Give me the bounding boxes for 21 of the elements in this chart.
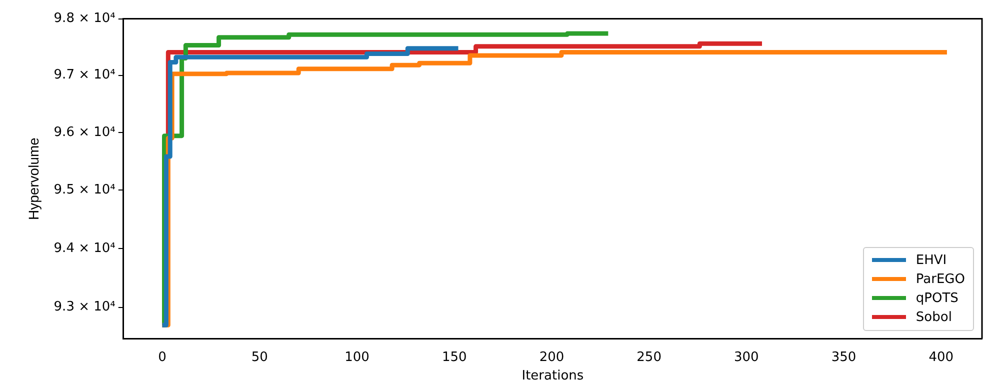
legend-label: ParEGO — [916, 272, 965, 287]
x-tick-label: 0 — [158, 350, 166, 365]
y-tick-label: 9.6 × 10⁴ — [54, 124, 116, 140]
x-tick-label: 250 — [636, 350, 662, 365]
x-tick-label: 400 — [928, 350, 954, 365]
y-tick-label: 9.5 × 10⁴ — [54, 182, 116, 198]
y-tick-label: 9.4 × 10⁴ — [54, 240, 116, 256]
legend-label: Sobol — [916, 310, 952, 325]
y-axis-title: Hypervolume — [25, 137, 42, 220]
x-tick-label: 50 — [251, 350, 268, 365]
y-tick-label: 9.8 × 10⁴ — [54, 11, 116, 26]
x-axis-title: Iterations — [522, 368, 584, 384]
y-tick-label: 9.3 × 10⁴ — [54, 300, 116, 315]
x-tick-label: 350 — [831, 350, 856, 365]
x-tick-label: 100 — [344, 350, 370, 365]
x-tick-label: 200 — [539, 350, 564, 365]
x-tick-label: 150 — [442, 350, 467, 365]
x-tick-label: 300 — [734, 350, 759, 365]
legend-label: EHVI — [916, 252, 947, 268]
legend-label: qPOTS — [916, 290, 958, 306]
y-tick-label: 9.7 × 10⁴ — [54, 68, 116, 83]
